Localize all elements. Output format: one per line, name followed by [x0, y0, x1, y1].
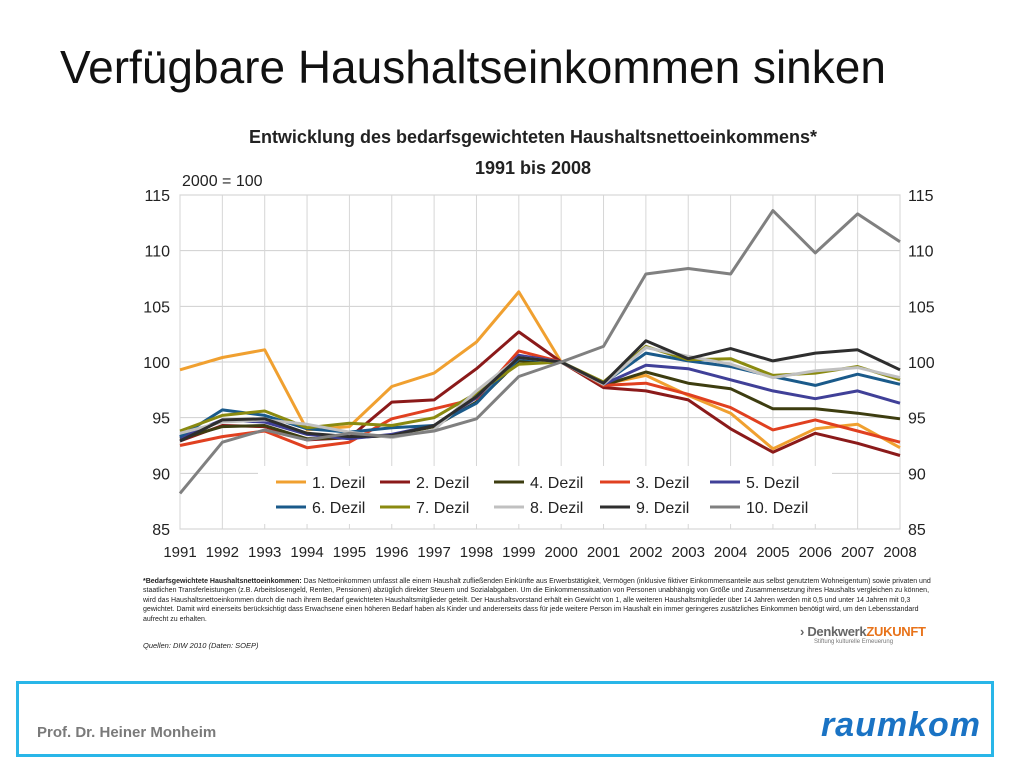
- legend-label: 8. Dezil: [530, 500, 583, 517]
- denkwerk-logo: › DenkwerkZUKUNFT Stiftung kulturelle Er…: [800, 624, 940, 645]
- y-tick-label-left: 85: [152, 522, 170, 539]
- footnote: *Bedarfsgewichtete Haushaltsnettoeinkomm…: [143, 577, 933, 624]
- denkwerk-accent: ZUKUNFT: [866, 624, 926, 639]
- x-tick-label: 1994: [290, 544, 323, 561]
- legend-label: 4. Dezil: [530, 475, 583, 492]
- legend-label: 9. Dezil: [636, 500, 689, 517]
- legend: 1. Dezil 2. Dezil 4. Dezil 3. Dezil 5. Dezil…: [258, 466, 832, 524]
- y-tick-label-right: 90: [908, 466, 926, 483]
- legend-label: 7. Dezil: [416, 500, 469, 517]
- y-tick-label-right: 95: [908, 411, 926, 428]
- y-tick-label-left: 105: [143, 299, 170, 316]
- y-tick-label-right: 105: [908, 299, 935, 316]
- x-tick-label: 1996: [375, 544, 408, 561]
- y-tick-label-left: 90: [152, 466, 170, 483]
- x-tick-label: 2001: [587, 544, 620, 561]
- series-line-9: [179, 339, 901, 443]
- x-tick-label: 1995: [333, 544, 366, 561]
- x-tick-label: 2002: [629, 544, 662, 561]
- legend-box: [258, 466, 832, 524]
- x-tick-label: 2004: [714, 544, 747, 561]
- y-tick-label-right: 110: [908, 244, 934, 261]
- footnote-term: *Bedarfsgewichtete Haushaltsnettoeinkomm…: [143, 578, 302, 585]
- legend-label: 5. Dezil: [746, 475, 799, 492]
- x-tick-label: 2005: [756, 544, 789, 561]
- x-tick-label: 2007: [841, 544, 874, 561]
- raumkom-logo: raumkom: [820, 706, 981, 744]
- denkwerk-subtitle: Stiftung kulturelle Erneuerung: [814, 639, 894, 645]
- chart-svg: Entwicklung des bedarfsgewichteten Haush…: [143, 127, 935, 561]
- y-tick-label-left: 95: [152, 411, 170, 428]
- x-tick-label: 1991: [163, 544, 196, 561]
- author-name: Prof. Dr. Heiner Monheim: [37, 724, 217, 741]
- series-line-1: [179, 290, 901, 451]
- y-tick-label-right: 85: [908, 522, 926, 539]
- chart-subtitle: 1991 bis 2008: [475, 158, 591, 178]
- legend-label: 6. Dezil: [312, 500, 365, 517]
- legend-label: 3. Dezil: [636, 475, 689, 492]
- y-tick-label-left: 100: [143, 355, 170, 372]
- y-tick-label-right: 100: [908, 355, 935, 372]
- index-label: 2000 = 100: [182, 173, 263, 190]
- legend-label: 2. Dezil: [416, 475, 469, 492]
- legend-label: 1. Dezil: [312, 475, 365, 492]
- legend-label: 10. Dezil: [746, 500, 808, 517]
- x-tick-label: 2000: [544, 544, 577, 561]
- x-tick-label: 2008: [883, 544, 916, 561]
- x-tick-label: 1993: [248, 544, 281, 561]
- y-tick-label-right: 115: [908, 188, 934, 205]
- y-tick-label-left: 110: [144, 244, 170, 261]
- series-layer: [178, 209, 901, 495]
- series-line-4: [179, 349, 901, 450]
- series-line-10: [178, 209, 901, 495]
- chart: Entwicklung des bedarfsgewichteten Haush…: [130, 118, 950, 658]
- x-tick-label: 2003: [672, 544, 705, 561]
- footer: Prof. Dr. Heiner Monheim raumkom: [16, 681, 994, 757]
- denkwerk-prefix: › Denkwerk: [800, 624, 867, 639]
- x-tick-label: 1997: [417, 544, 450, 561]
- chart-title: Entwicklung des bedarfsgewichteten Haush…: [249, 127, 817, 147]
- slide-title: Verfügbare Haushaltseinkommen sinken: [60, 41, 886, 93]
- x-tick-label: 2006: [799, 544, 832, 561]
- footnote-text: Das Nettoeinkommen umfasst alle einem Ha…: [143, 578, 931, 623]
- source-note: Quellen: DIW 2010 (Daten: SOEP): [143, 641, 259, 650]
- x-tick-label: 1992: [206, 544, 239, 561]
- x-tick-label: 1999: [502, 544, 535, 561]
- denkwerk-name: › DenkwerkZUKUNFT: [800, 624, 940, 639]
- x-tick-label: 1998: [460, 544, 493, 561]
- axis-layer: 85 85 90 90 95 95 100 100 105 105 110 110 115 115 1991…: [143, 188, 935, 561]
- y-tick-label-left: 115: [144, 188, 170, 205]
